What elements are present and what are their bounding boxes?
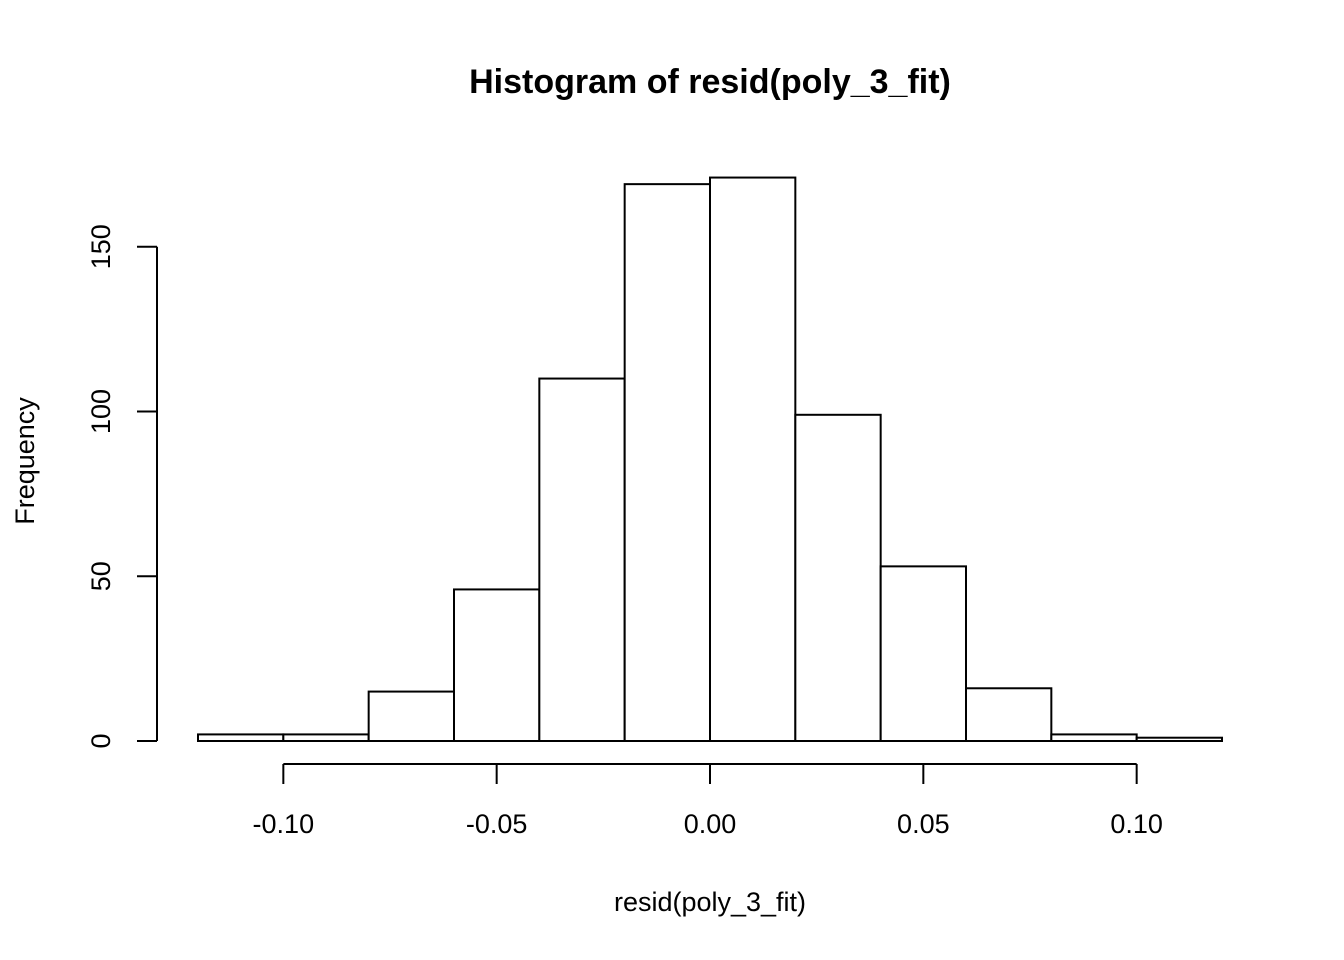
x-tick-label: 0.10 (1110, 809, 1163, 839)
histogram-bar (538, 377, 626, 742)
x-tick-label: -0.05 (466, 809, 528, 839)
histogram-bars (197, 176, 1223, 743)
y-tick-label: 150 (86, 224, 116, 269)
y-axis: 0 50 100 150 (86, 224, 158, 749)
x-tick-label: 0.05 (897, 809, 950, 839)
histogram-bar (1050, 733, 1138, 742)
histogram-bar (367, 690, 455, 743)
histogram-bar (709, 176, 797, 742)
histogram-bar (794, 413, 882, 742)
y-tick-label: 100 (86, 389, 116, 434)
histogram-bar (1135, 736, 1223, 743)
histogram-bar (453, 588, 541, 742)
y-axis-label: Frequency (10, 397, 40, 525)
x-tick-label: -0.10 (253, 809, 315, 839)
x-axis: -0.10 -0.05 0.00 0.05 0.10 (253, 763, 1163, 839)
histogram-bar (879, 565, 968, 742)
x-tick-label: 0.00 (684, 809, 737, 839)
histogram-bar (965, 687, 1053, 743)
histogram-bar (282, 733, 370, 742)
y-tick-label: 50 (86, 561, 116, 591)
y-tick-label: 0 (86, 733, 116, 748)
chart-title: Histogram of resid(poly_3_fit) (469, 63, 951, 101)
histogram-bar (197, 733, 285, 742)
histogram-bar (623, 183, 712, 742)
x-axis-label: resid(poly_3_fit) (614, 887, 806, 917)
